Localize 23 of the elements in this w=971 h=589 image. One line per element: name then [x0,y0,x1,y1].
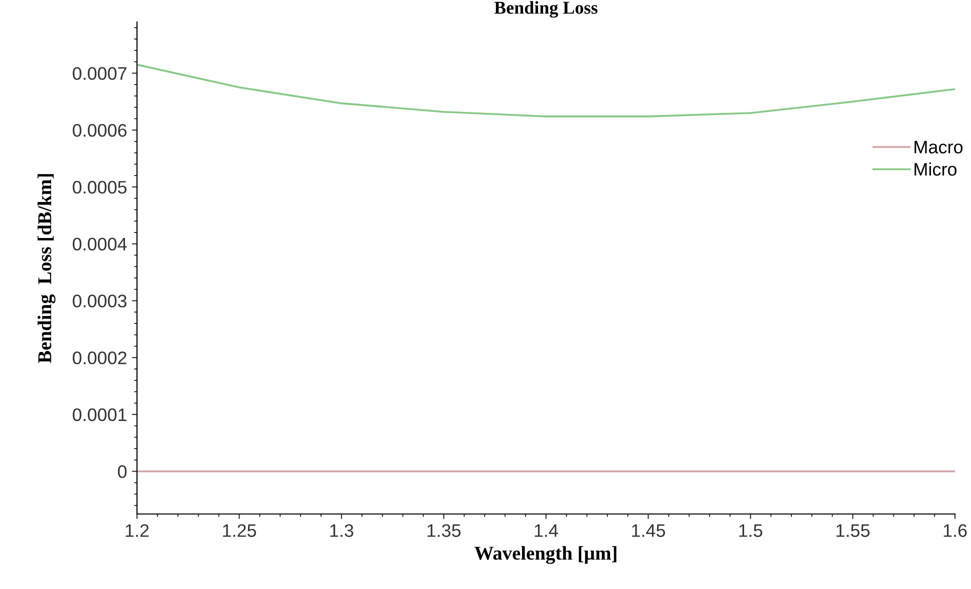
y-tick-label: 0.0005 [72,180,127,194]
y-tick-label: 0.0004 [72,238,127,251]
y-tick-label: 0.0002 [72,352,126,364]
y-tick-label: 0 [118,465,127,478]
y-tick-label: 0.0007 [72,67,126,80]
y-tick-label: 0.0003 [72,294,126,308]
x-tick-label: 1.25 [223,524,256,537]
x-axis-title: Wavelength [µm] [474,546,616,564]
x-tick-label: 1.6 [944,524,967,537]
x-tick-label: 1.35 [428,524,461,537]
x-tick-label: 1.4 [534,524,558,537]
x-tick-label: 1.55 [836,524,870,537]
x-tick-label: 1.45 [632,524,666,537]
y-tick-label: 0.0006 [72,124,126,137]
y-tick-label: 0.0001 [72,408,126,422]
chart-title: Bending Loss [494,1,598,18]
legend-label: Micro [914,162,957,176]
x-tick-label: 1.3 [330,524,354,537]
y-axis-title: Bending Loss [dB/km] [38,174,56,364]
line-series [137,64,955,118]
x-tick-label: 1.5 [739,524,762,537]
legend-label: Macro [914,140,963,154]
x-tick-label: 1.2 [126,524,149,537]
